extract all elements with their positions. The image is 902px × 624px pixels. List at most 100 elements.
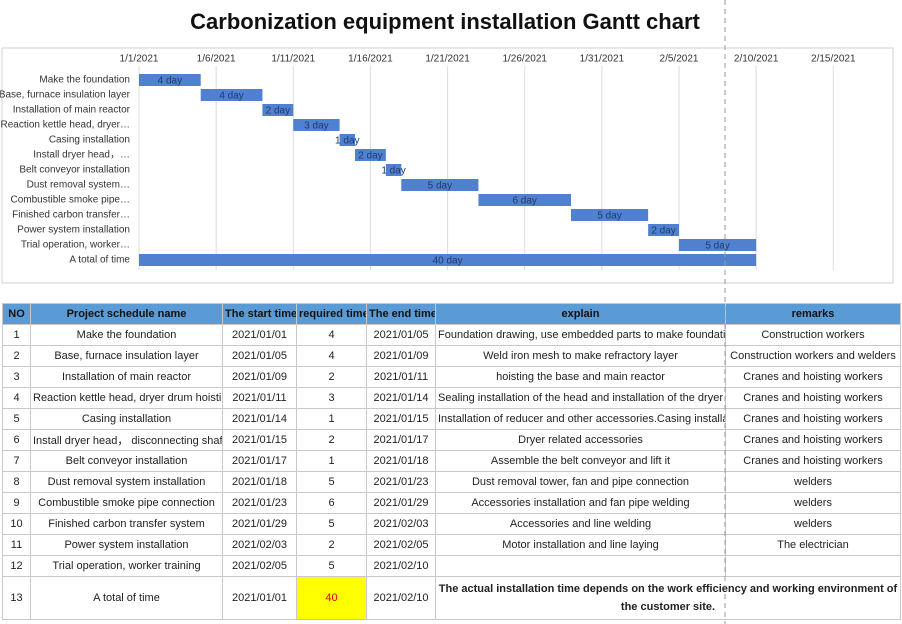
table-cell: Motor installation and line laying [435, 534, 726, 556]
bar-label: 6 day [512, 196, 536, 207]
table-cell: A total of time [30, 576, 223, 620]
bar-label: 4 day [219, 91, 243, 102]
table-cell: 2021/01/14 [366, 387, 436, 409]
table-cell: Reaction kettle head, dryer drum hoistin… [30, 387, 223, 409]
table-cell: Weld iron mesh to make refractory layer [435, 345, 726, 367]
bar-label: 3 day [304, 121, 328, 132]
table-cell: 11 [2, 534, 31, 556]
table-cell: Base, furnace insulation layer [30, 345, 223, 367]
x-tick-label: 1/16/2021 [348, 54, 393, 65]
y-tick-label: Finished carbon transfer… [12, 210, 130, 221]
table-cell: 2021/02/10 [366, 576, 436, 620]
table-cell: 1 [2, 324, 31, 346]
table-cell: 5 [296, 555, 367, 577]
table-cell: Dryer related accessories [435, 429, 726, 451]
table-row: 9 Combustible smoke pipe connection 2021/0… [2, 492, 901, 514]
header-cell: NO [2, 303, 31, 325]
table-cell: Sealing installation of the head and ins… [435, 387, 726, 409]
empty-cell [725, 555, 901, 577]
table-cell: 4 [296, 345, 367, 367]
x-tick-label: 2/5/2021 [660, 54, 699, 65]
x-tick-label: 1/11/2021 [271, 54, 315, 65]
x-tick-label: 1/6/2021 [197, 54, 236, 65]
table-row: 13 A total of time 2021/01/01 40 2021/02/10 T… [2, 576, 901, 620]
x-tick-label: 1/21/2021 [425, 54, 470, 65]
bar [139, 254, 757, 266]
table-row: 7 Belt conveyor installation 2021/01/17 1 20… [2, 450, 901, 472]
bar-label: 2 day [651, 226, 675, 237]
x-tick-label: 1/1/2021 [120, 54, 159, 65]
table-cell: 8 [2, 471, 31, 493]
table-cell: welders [725, 492, 901, 514]
table-cell: The electrician [725, 534, 901, 556]
y-tick-label: Reaction kettle head, dryer… [0, 120, 130, 131]
x-tick-label: 2/15/2021 [811, 54, 856, 65]
table-cell: 9 [2, 492, 31, 514]
bar [139, 74, 201, 86]
bar-label: 2 day [358, 151, 382, 162]
y-tick-label: Power system installation [17, 225, 130, 236]
bar-label: 5 day [428, 181, 452, 192]
table-cell: 2021/01/15 [366, 408, 436, 430]
table-cell: 2021/02/05 [222, 555, 297, 577]
table-cell: 12 [2, 555, 31, 577]
table-cell: Cranes and hoisting workers [725, 450, 901, 472]
y-tick-label: Combustible smoke pipe… [11, 195, 131, 206]
table-cell: 2 [2, 345, 31, 367]
table-cell: welders [725, 513, 901, 535]
table-cell: 3 [2, 366, 31, 388]
bar [679, 239, 757, 251]
table-cell: 2021/01/18 [366, 450, 436, 472]
table-row: 12 Trial operation, worker training 2021/0… [2, 555, 901, 577]
table-row: 6 Install dryer head， disconnecting shaft… [2, 429, 901, 451]
table-cell: 2021/02/03 [366, 513, 436, 535]
bar [571, 209, 649, 221]
table-cell: Accessories installation and fan pipe we… [435, 492, 726, 514]
table-cell: 5 [296, 513, 367, 535]
bar [355, 149, 386, 161]
table-cell: 2 [296, 366, 367, 388]
table-cell: 6 [296, 492, 367, 514]
bar-label: 40 day [433, 256, 463, 267]
bar [385, 164, 402, 176]
table-cell: 1 [296, 450, 367, 472]
bar [293, 119, 340, 131]
table-cell: 2021/01/23 [366, 471, 436, 493]
table-cell: Dust removal tower, fan and pipe connect… [435, 471, 726, 493]
table-cell: 10 [2, 513, 31, 535]
table-cell: Dust removal system installation [30, 471, 223, 493]
bar-label: 5 day [705, 241, 729, 252]
schedule-table: NO Project schedule name The start time req… [2, 303, 901, 620]
table-cell: Installation of reducer and other access… [435, 408, 726, 430]
y-tick-label: Install dryer head，… [33, 150, 130, 161]
y-tick-label: Make the foundation [39, 75, 130, 86]
table-cell: Make the foundation [30, 324, 223, 346]
table-row: 3 Installation of main reactor 2021/01/09 2… [2, 366, 901, 388]
table-cell: 40 [296, 576, 367, 620]
table-cell: 2021/01/23 [222, 492, 297, 514]
table-cell: Power system installation [30, 534, 223, 556]
table-row: 8 Dust removal system installation 2021/01… [2, 471, 901, 493]
table-cell: Construction workers and welders [725, 345, 901, 367]
table-cell: Combustible smoke pipe connection [30, 492, 223, 514]
chart-title: Carbonization equipment installation Gan… [190, 9, 700, 34]
table-cell: 2 [296, 429, 367, 451]
table-cell: hoisting the base and main reactor [435, 366, 726, 388]
bar [200, 89, 263, 101]
table-cell: Install dryer head， disconnecting shaft [30, 429, 223, 451]
header-row: NO Project schedule name The start time req… [2, 303, 901, 325]
table-cell: 13 [2, 576, 31, 620]
table-cell: 2021/01/29 [222, 513, 297, 535]
header-cell: The start time [222, 303, 297, 325]
table-row: 11 Power system installation 2021/02/03 2 20… [2, 534, 901, 556]
table-cell: 5 [296, 471, 367, 493]
table-cell: Cranes and hoisting workers [725, 366, 901, 388]
table-cell: Cranes and hoisting workers [725, 408, 901, 430]
table-cell: 3 [296, 387, 367, 409]
y-tick-label: Base, furnace insulation layer [0, 90, 131, 101]
table-row: 1 Make the foundation 2021/01/01 4 2021/01/0… [2, 324, 901, 346]
table-cell: 2021/01/11 [222, 387, 297, 409]
y-tick-label: Trial operation, worker… [21, 240, 130, 251]
table-row: 2 Base, furnace insulation layer 2021/01/0… [2, 345, 901, 367]
